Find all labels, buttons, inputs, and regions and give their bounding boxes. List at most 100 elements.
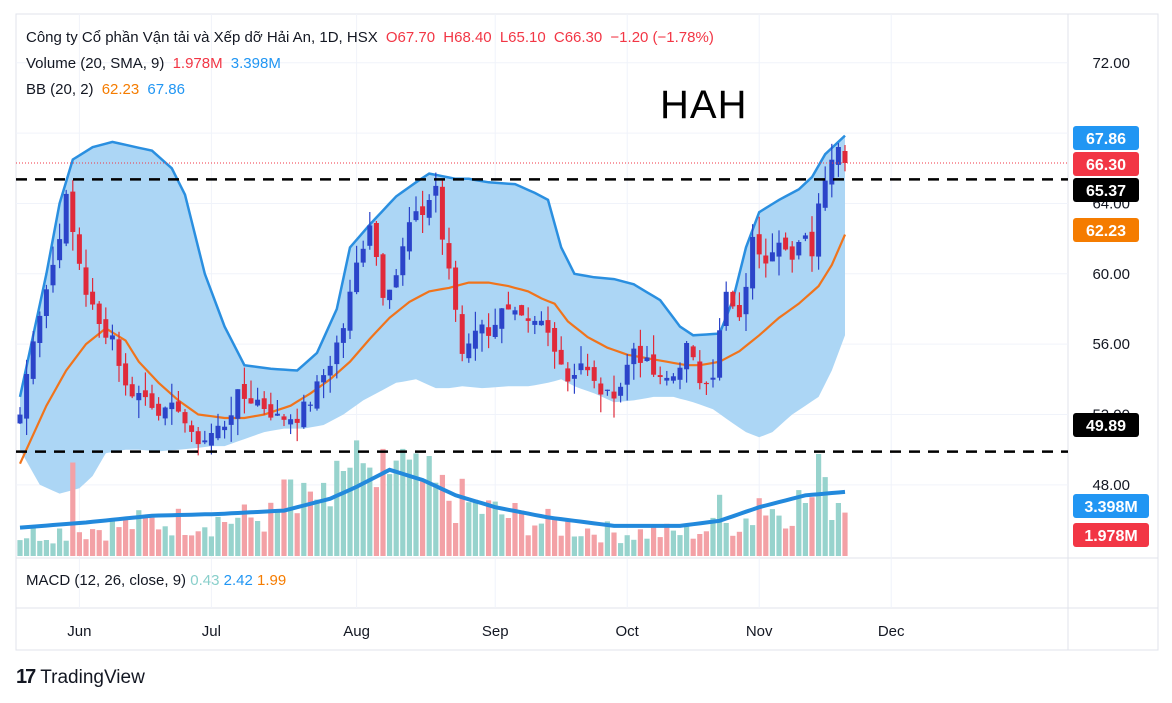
candle-body — [670, 376, 676, 381]
candle-body — [558, 349, 564, 365]
volume-bar — [558, 535, 564, 556]
volume-bar — [142, 515, 148, 556]
candle-body — [637, 345, 643, 363]
candle-body — [552, 328, 558, 352]
volume-bar — [730, 535, 736, 556]
volume-bar — [776, 515, 782, 556]
price-tag — [1073, 218, 1139, 242]
bb-upper-line — [18, 134, 846, 398]
volume-bar — [769, 509, 775, 556]
volume-bar — [70, 462, 76, 556]
y-tick-label: 60.00 — [1092, 266, 1130, 283]
y-tick-label: 48.00 — [1092, 477, 1130, 494]
candle-body — [750, 236, 756, 289]
candle-body — [717, 330, 723, 378]
volume-value: 1.978M — [172, 55, 223, 72]
candle-body — [367, 225, 373, 246]
candle-body — [400, 246, 406, 276]
volume-legend[interactable]: Volume (20, SMA, 9) 1.978M 3.398M — [26, 55, 285, 73]
tradingview-icon: 17 — [16, 666, 36, 688]
volume-bar — [664, 523, 670, 556]
volume-bar — [281, 479, 287, 556]
open-value: O67.70 — [385, 29, 436, 46]
volume-bar — [802, 503, 808, 556]
volume-label: Volume (20, SMA, 9) — [26, 55, 165, 72]
volume-bar — [492, 501, 498, 556]
candle-body — [76, 234, 82, 264]
price-tag-label: 49.89 — [1086, 418, 1126, 435]
bb-legend[interactable]: BB (20, 2) 62.23 67.86 — [26, 81, 189, 99]
candle-body — [545, 320, 551, 333]
candle-body — [532, 320, 538, 325]
candle-body — [347, 291, 353, 331]
price-tag — [1073, 178, 1139, 202]
volume-bar — [822, 477, 828, 556]
candle-body — [50, 264, 56, 286]
candle-body — [492, 324, 498, 337]
volume-bar — [255, 521, 261, 556]
chart-frame — [15, 13, 1159, 651]
candle-body — [822, 180, 828, 208]
candle-body — [182, 412, 188, 424]
candle-body — [354, 262, 360, 293]
bb-label: BB (20, 2) — [26, 81, 94, 98]
macd-legend[interactable]: MACD (12, 26, close, 9) 0.43 2.42 1.99 — [26, 572, 286, 589]
candle-body — [142, 390, 148, 398]
candle-body — [486, 327, 492, 336]
candle-body — [149, 393, 155, 408]
candle-body — [228, 415, 234, 425]
volume-bar — [208, 536, 214, 556]
price-tag — [1073, 152, 1139, 176]
candle-body — [307, 404, 313, 406]
volume-bar — [420, 481, 426, 556]
candle-body — [631, 348, 637, 365]
price-tag-label: 62.23 — [1086, 223, 1126, 240]
candle-body — [743, 286, 749, 315]
volume-bar — [426, 456, 432, 556]
volume-bar — [446, 500, 452, 556]
volume-bars — [17, 440, 848, 556]
candle-body — [565, 368, 571, 382]
macd-signal-value: 1.99 — [256, 572, 287, 589]
tradingview-logo[interactable]: 17 TradingView — [16, 666, 145, 689]
bollinger-band — [18, 134, 847, 494]
low-value: L65.10 — [499, 29, 546, 46]
candle-body — [697, 361, 703, 384]
candle-body — [829, 159, 835, 185]
x-tick-label: Oct — [616, 623, 640, 640]
volume-bar — [796, 490, 802, 556]
candle-body — [651, 354, 657, 375]
volume-bar — [552, 520, 558, 556]
candle-body — [327, 365, 333, 376]
volume-bar — [301, 482, 307, 556]
macd-value: 2.42 — [223, 572, 253, 589]
volume-bar — [538, 523, 544, 556]
volume-bar — [76, 532, 82, 556]
volume-bar — [519, 510, 525, 556]
candle-body — [162, 407, 168, 419]
candle-body — [677, 367, 683, 380]
candle-body — [268, 404, 274, 418]
volume-bar — [241, 504, 247, 556]
volume-bar — [307, 491, 313, 556]
volume-bar — [736, 531, 742, 556]
volume-bar — [400, 448, 406, 556]
volume-bar — [37, 540, 43, 556]
macd-label: MACD (12, 26, close, 9) — [26, 572, 187, 589]
candle-body — [842, 151, 848, 163]
x-tick-label: Dec — [878, 623, 905, 640]
price-tag-label: 67.86 — [1086, 131, 1126, 148]
candle-body — [208, 433, 214, 446]
volume-bar — [162, 526, 168, 556]
volume-bar — [472, 499, 478, 556]
volume-sma-line — [19, 467, 846, 530]
candle-body — [453, 267, 459, 310]
volume-bar — [321, 482, 327, 556]
candle-body — [624, 364, 630, 385]
volume-bar — [809, 497, 815, 556]
candle-body — [43, 289, 49, 316]
volume-bar — [743, 518, 749, 556]
candle-body — [83, 267, 89, 295]
volume-bar — [512, 503, 518, 556]
